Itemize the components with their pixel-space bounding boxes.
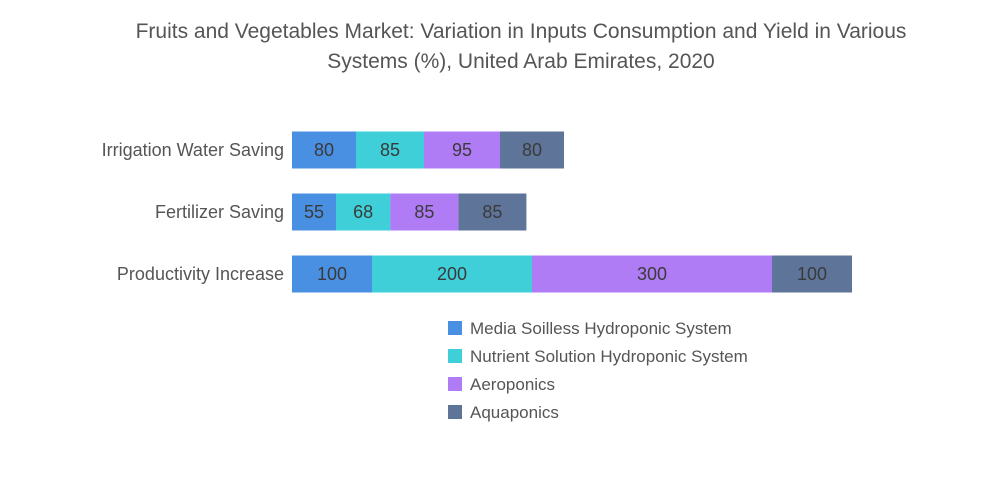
bar-value-label: 55 [304, 202, 324, 222]
bar-value-label: 80 [314, 140, 334, 160]
legend-swatch [448, 321, 462, 335]
legend-swatch [448, 405, 462, 419]
bar-value-label: 68 [353, 202, 373, 222]
bar-segment [292, 131, 356, 169]
bar-value-label: 100 [797, 264, 827, 284]
chart-title-line-2: Systems (%), United Arab Emirates, 2020 [327, 50, 715, 73]
bar-segment [292, 193, 336, 231]
legend-label: Aquaponics [470, 403, 559, 422]
bar-segment [424, 131, 500, 169]
bar-segment [292, 255, 372, 293]
category-label: Productivity Increase [117, 264, 284, 284]
bar-segment [772, 255, 852, 293]
bar-value-label: 85 [482, 202, 502, 222]
legend-label: Nutrient Solution Hydroponic System [470, 347, 748, 366]
bar-value-label: 95 [452, 140, 472, 160]
bar-value-label: 100 [317, 264, 347, 284]
chart-title-line-1: Fruits and Vegetables Market: Variation … [136, 20, 907, 43]
category-label: Fertilizer Saving [155, 202, 284, 222]
bar-segment [372, 255, 532, 293]
bar-segment [532, 255, 772, 293]
bar-segment [458, 193, 527, 231]
legend-swatch [448, 377, 462, 391]
bar-value-label: 85 [414, 202, 434, 222]
bar-value-label: 200 [437, 264, 467, 284]
bar-segment [390, 193, 459, 231]
legend-label: Media Soilless Hydroponic System [470, 319, 732, 338]
bar-value-label: 85 [380, 140, 400, 160]
category-label: Irrigation Water Saving [102, 140, 284, 160]
bar-segment [500, 131, 564, 169]
legend-swatch [448, 349, 462, 363]
legend-label: Aeroponics [470, 375, 555, 394]
bar-value-label: 300 [637, 264, 667, 284]
bar-segment [356, 131, 424, 169]
bar-segment [336, 193, 391, 231]
bar-value-label: 80 [522, 140, 542, 160]
